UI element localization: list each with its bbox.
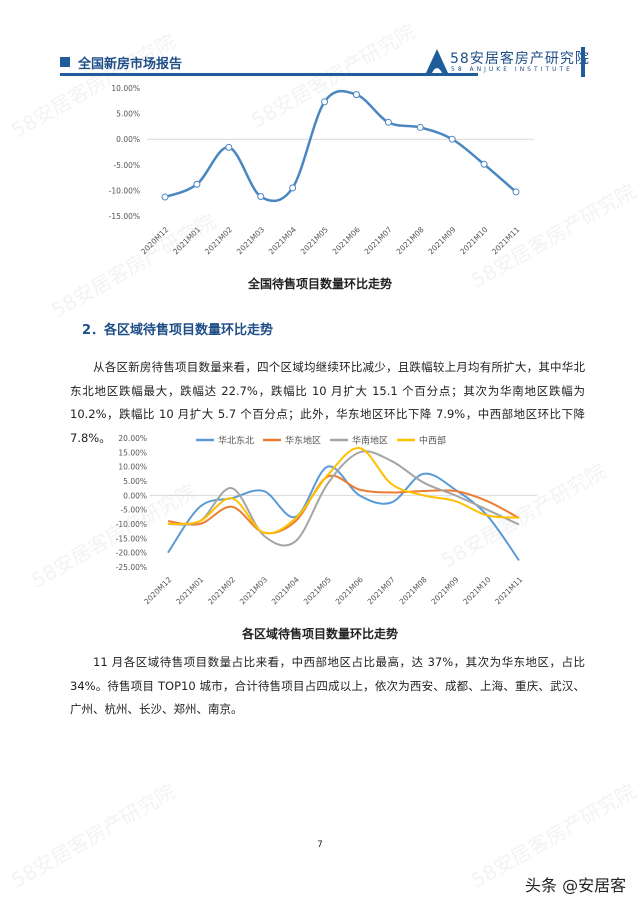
data-point (321, 98, 329, 106)
data-point (416, 123, 424, 131)
x-tick-label: 2021M04 (270, 575, 301, 606)
x-tick-label: 2021M03 (238, 575, 269, 606)
legend-label: 中西部 (419, 435, 446, 447)
y-tick-label: 0.00% (116, 135, 140, 144)
y-tick-label: -25.00% (116, 563, 147, 572)
logo-text-cn: 58安居客房产研究院 (450, 51, 590, 67)
y-tick-label: 5.00% (116, 110, 140, 119)
x-tick-label: 2021M07 (366, 575, 397, 606)
y-tick-label: -15.00% (109, 212, 140, 221)
series-line (167, 450, 520, 547)
header-side-bar (581, 47, 585, 77)
logo-text-en: 58 ANJUKE INSTITUTE (451, 66, 573, 73)
chart-caption: 各区域待售项目数量环比走势 (241, 627, 398, 641)
paragraph: 11 月各区域待售项目数量占比来看，中西部地区占比最高，达 37%，其次为华东地… (70, 655, 585, 716)
data-point (512, 188, 520, 196)
paragraph: 从各区新房待售项目数量来看，四个区域均继续环比减少，且跌幅较上月均有所扩大，其中… (70, 360, 585, 445)
data-point (448, 135, 456, 143)
x-tick-label: 2021M08 (397, 575, 428, 606)
y-tick-label: 10.00% (111, 84, 140, 93)
data-point (480, 160, 488, 168)
y-tick-label: 15.00% (118, 448, 147, 457)
data-point (352, 91, 360, 99)
legend-label: 华东地区 (285, 435, 321, 447)
x-tick-label: 2021M02 (206, 575, 237, 606)
footer-credit: 头条 @安居客 (525, 876, 627, 895)
y-tick-label: 20.00% (118, 434, 147, 443)
header-title: 全国新房市场报告 (78, 57, 183, 72)
y-tick-label: -20.00% (116, 549, 147, 558)
x-tick-label: 2021M09 (429, 575, 460, 606)
regional-line-chart: 20.00% 15.00% 10.00% 5.00% 0.00% -5.00% -10.00… (116, 434, 537, 606)
legend-label: 华北东北 (218, 435, 254, 447)
x-tick-label: 2021M10 (461, 575, 492, 606)
data-point (257, 193, 265, 201)
y-tick-label: 10.00% (118, 463, 147, 472)
header-square-icon (60, 57, 70, 67)
watermark: 58安居客房产研究院 (7, 779, 180, 893)
y-tick-label: 0.00% (123, 491, 147, 500)
y-tick-label: -10.00% (109, 186, 140, 195)
anjuke-logo-icon (426, 49, 448, 73)
series-line (167, 474, 520, 535)
y-tick-label: -5.00% (120, 506, 147, 515)
y-tick-label: -15.00% (116, 534, 147, 543)
x-tick-label: 2021M06 (334, 575, 365, 606)
x-tick-label: 2021M11 (493, 575, 524, 606)
legend-label: 华南地区 (352, 435, 388, 447)
data-point (225, 143, 233, 151)
data-point (161, 193, 169, 201)
header-rule (60, 73, 478, 76)
x-tick-label: 2021M01 (174, 575, 205, 606)
data-point (193, 180, 201, 188)
y-tick-label: 5.00% (123, 477, 147, 486)
x-tick-label: 2020M12 (142, 575, 173, 606)
section-heading: 2．各区域待售项目数量环比走势 (82, 323, 274, 338)
y-tick-label: -10.00% (116, 520, 147, 529)
data-point (289, 184, 297, 192)
x-tick-label: 2021M05 (302, 575, 333, 606)
series-line (167, 447, 520, 535)
data-point (384, 118, 392, 126)
y-tick-label: -5.00% (113, 161, 140, 170)
chart-caption: 全国待售项目数量环比走势 (247, 277, 392, 291)
national-line-chart: 10.00%5.00%0.00%-5.00%-10.00%-15.00%2020… (109, 84, 534, 256)
page-number: 7 (317, 840, 323, 850)
